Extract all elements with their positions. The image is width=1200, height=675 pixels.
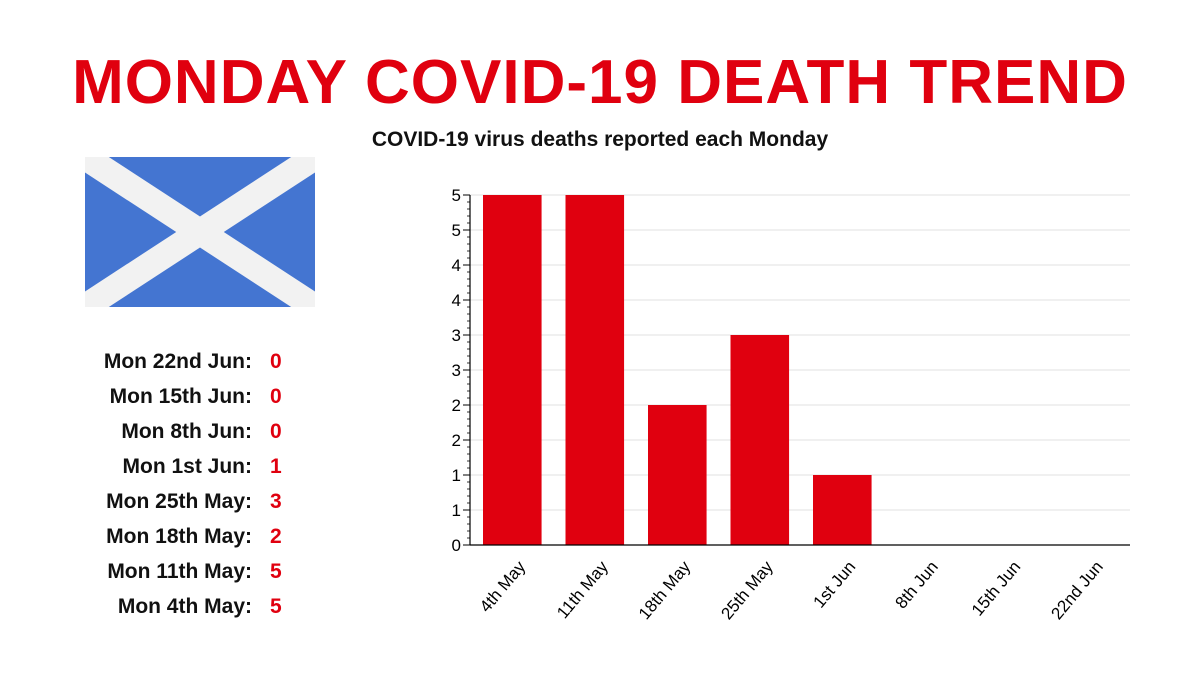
weekly-summary-list: Mon 22nd Jun: 0 Mon 15th Jun: 0 Mon 8th … <box>60 344 300 624</box>
summary-date-label: Mon 1st Jun: <box>122 454 253 478</box>
summary-date-label: Mon 4th May: <box>117 594 252 618</box>
y-tick-label: 3 <box>452 326 461 345</box>
x-tick-label: 18th May <box>635 557 695 623</box>
summary-date-label: Mon 18th May: <box>106 524 252 548</box>
y-tick-label: 2 <box>452 431 461 450</box>
summary-row: Mon 11th May: 5 <box>60 554 300 589</box>
bar-chart: 0 1 1 2 2 3 3 4 4 5 5 4th May 11th May 18th May 25th M… <box>452 186 1130 623</box>
summary-death-count: 3 <box>270 489 282 513</box>
x-tick-label: 15th Jun <box>968 557 1024 619</box>
bar <box>648 405 707 545</box>
summary-death-count: 0 <box>270 349 282 373</box>
summary-death-count: 1 <box>270 454 282 478</box>
y-tick-label: 3 <box>452 361 461 380</box>
x-tick-label: 1st Jun <box>810 557 860 611</box>
summary-date-label: Mon 22nd Jun: <box>103 349 252 373</box>
bar <box>730 335 790 545</box>
summary-row: Mon 8th Jun: 0 <box>60 414 300 449</box>
y-tick-label: 4 <box>452 256 461 275</box>
summary-row: Mon 22nd Jun: 0 <box>60 344 300 379</box>
summary-row: Mon 4th May: 5 <box>60 589 300 624</box>
y-tick-label: 2 <box>452 396 461 415</box>
summary-date-label: Mon 25th May: <box>106 489 252 513</box>
summary-date-label: Mon 8th Jun: <box>121 419 252 443</box>
bar <box>813 475 872 545</box>
scotland-flag-icon <box>85 157 315 307</box>
x-tick-label: 22nd Jun <box>1047 557 1107 623</box>
x-tick-label: 8th Jun <box>891 557 941 612</box>
page-title: MONDAY COVID-19 DEATH TREND <box>72 48 1128 117</box>
x-tick-label: 11th May <box>553 557 612 622</box>
y-tick-label: 5 <box>452 221 461 240</box>
y-tick-label: 1 <box>452 466 461 485</box>
y-tick-label: 5 <box>452 186 461 205</box>
y-tick-label: 4 <box>452 291 461 310</box>
y-tick-label: 1 <box>452 501 461 520</box>
y-tick-label: 0 <box>452 536 461 555</box>
summary-date-label: Mon 11th May: <box>107 559 252 583</box>
summary-row: Mon 25th May: 3 <box>60 484 300 519</box>
summary-death-count: 0 <box>270 419 282 443</box>
summary-death-count: 2 <box>270 524 282 548</box>
bar <box>483 195 542 545</box>
x-tick-label: 25th May <box>717 557 777 623</box>
summary-row: Mon 18th May: 2 <box>60 519 300 554</box>
summary-death-count: 5 <box>270 559 282 583</box>
flag-saltire-stroke <box>85 157 315 307</box>
summary-row: Mon 15th Jun: 0 <box>60 379 300 414</box>
bar <box>565 195 625 545</box>
summary-death-count: 0 <box>270 384 282 408</box>
chart-subtitle: COVID-19 virus deaths reported each Mond… <box>371 128 829 151</box>
summary-row: Mon 1st Jun: 1 <box>60 449 300 484</box>
summary-date-label: Mon 15th Jun: <box>109 384 252 408</box>
summary-death-count: 5 <box>270 594 282 618</box>
x-tick-label: 4th May <box>476 557 530 616</box>
